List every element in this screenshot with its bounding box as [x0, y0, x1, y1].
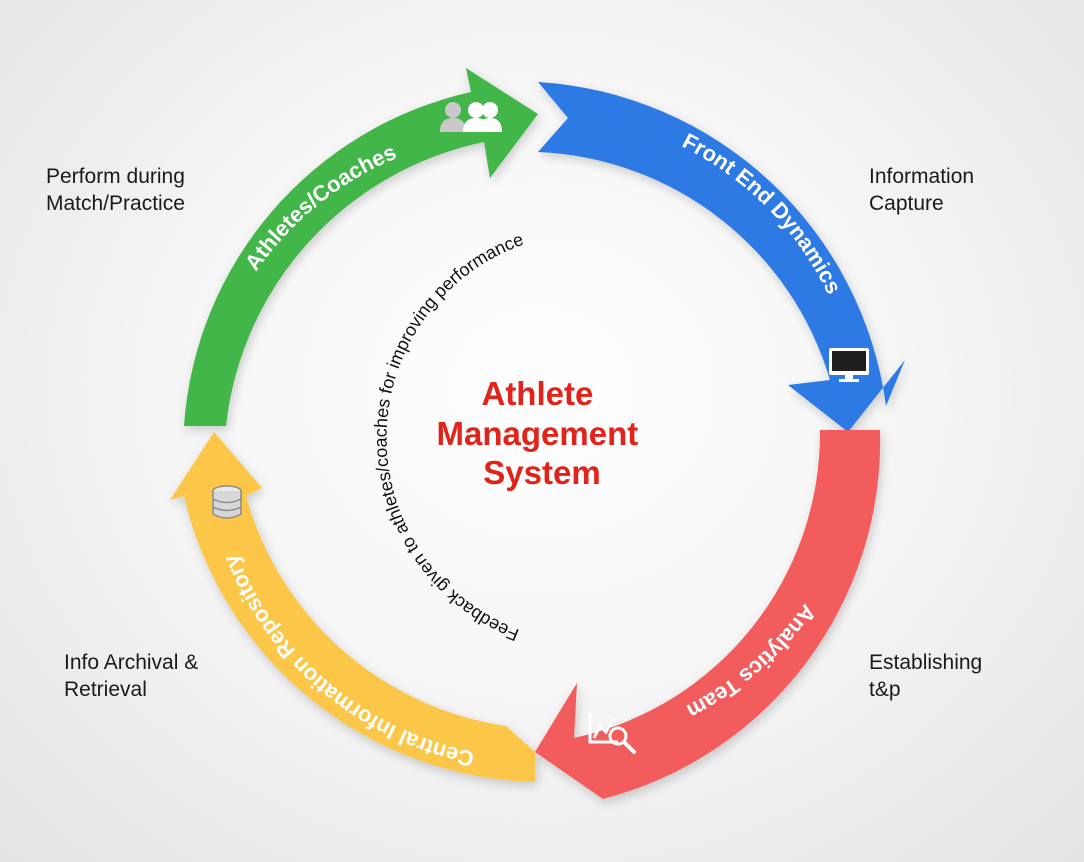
svg-text:Athlete Management Sys: Athlete Management System	[437, 375, 648, 491]
arc-yellow	[170, 432, 535, 782]
center-title-line-2: Management	[437, 415, 639, 452]
analytics-magnifier-icon	[588, 714, 636, 754]
label-perform: Perform during Match/Practice	[46, 165, 185, 215]
monitor-icon	[829, 348, 869, 382]
label-establishing: Establishing t&p	[869, 651, 983, 701]
database-icon	[212, 485, 242, 519]
users-icon	[440, 102, 502, 132]
arc-label-athletes: Athletes/Coaches	[240, 139, 400, 275]
label-information-capture: Information Capture	[869, 165, 975, 215]
label-info-archival: Info Archival & Retrieval	[64, 651, 199, 701]
arc-red	[535, 430, 881, 799]
svg-text:Athletes/Coaches: Athletes/Coaches	[240, 139, 400, 275]
center-title-line-1: Athlete	[481, 375, 593, 412]
arc-blue	[538, 82, 905, 432]
center-title-line-3: System	[483, 454, 600, 491]
arc-green	[184, 68, 538, 426]
